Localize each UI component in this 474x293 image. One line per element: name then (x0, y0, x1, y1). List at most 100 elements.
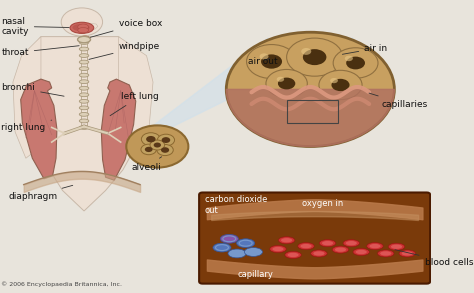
Ellipse shape (79, 93, 89, 97)
Circle shape (150, 140, 164, 150)
Circle shape (303, 49, 327, 65)
Ellipse shape (78, 36, 91, 43)
Ellipse shape (335, 247, 346, 252)
Circle shape (301, 48, 311, 55)
Ellipse shape (311, 250, 327, 257)
Ellipse shape (79, 73, 89, 77)
Text: windpipe: windpipe (89, 42, 160, 59)
Ellipse shape (270, 246, 286, 253)
Ellipse shape (313, 251, 325, 255)
Text: oxygen in: oxygen in (302, 199, 343, 208)
Circle shape (266, 69, 307, 98)
Ellipse shape (273, 247, 283, 251)
Circle shape (146, 136, 155, 142)
Circle shape (161, 147, 169, 153)
Circle shape (226, 32, 394, 146)
Ellipse shape (298, 243, 314, 250)
Polygon shape (74, 37, 89, 56)
Circle shape (330, 78, 338, 83)
Ellipse shape (70, 22, 94, 33)
Ellipse shape (346, 241, 357, 246)
Circle shape (141, 144, 156, 155)
Text: diaphragm: diaphragm (9, 185, 73, 201)
Text: air out: air out (248, 57, 277, 66)
Circle shape (246, 45, 297, 79)
Ellipse shape (369, 244, 381, 248)
Polygon shape (13, 37, 41, 158)
Ellipse shape (281, 238, 292, 242)
Circle shape (157, 134, 174, 146)
Polygon shape (148, 38, 361, 130)
Ellipse shape (380, 251, 392, 255)
Ellipse shape (79, 113, 89, 116)
Ellipse shape (73, 24, 90, 31)
Ellipse shape (343, 240, 359, 247)
Text: alveoli: alveoli (131, 157, 162, 171)
Ellipse shape (79, 86, 89, 90)
Circle shape (61, 8, 102, 36)
Circle shape (345, 56, 353, 61)
Ellipse shape (322, 241, 333, 246)
Polygon shape (101, 79, 136, 180)
Ellipse shape (237, 239, 255, 248)
Polygon shape (19, 37, 146, 211)
Polygon shape (226, 89, 394, 146)
Ellipse shape (79, 125, 89, 130)
Polygon shape (21, 79, 57, 179)
Text: voice box: voice box (90, 19, 162, 37)
Circle shape (141, 133, 160, 146)
Ellipse shape (401, 251, 413, 255)
Polygon shape (118, 37, 153, 158)
Text: bronchi: bronchi (1, 84, 64, 96)
Ellipse shape (78, 28, 89, 33)
Ellipse shape (288, 253, 299, 257)
Circle shape (157, 144, 173, 156)
Circle shape (261, 54, 282, 69)
Ellipse shape (278, 237, 295, 244)
Ellipse shape (285, 251, 301, 258)
Ellipse shape (79, 119, 89, 123)
Ellipse shape (79, 60, 89, 64)
Ellipse shape (388, 243, 405, 250)
Ellipse shape (391, 244, 402, 249)
Circle shape (278, 78, 295, 89)
Ellipse shape (213, 243, 231, 252)
Ellipse shape (378, 250, 394, 257)
Ellipse shape (399, 250, 416, 257)
Text: throat: throat (1, 46, 79, 57)
Text: left lung: left lung (110, 92, 158, 116)
Text: capillaries: capillaries (369, 93, 428, 108)
Ellipse shape (301, 244, 311, 248)
Circle shape (126, 125, 188, 168)
Circle shape (287, 38, 343, 76)
Ellipse shape (79, 80, 89, 84)
Text: blood cells: blood cells (395, 250, 473, 267)
Ellipse shape (79, 47, 89, 51)
Text: carbon dioxide
out: carbon dioxide out (205, 195, 267, 215)
Ellipse shape (245, 248, 263, 256)
Text: right lung: right lung (1, 120, 52, 132)
Circle shape (162, 137, 170, 143)
Ellipse shape (367, 243, 383, 250)
Circle shape (319, 70, 362, 100)
Ellipse shape (319, 240, 336, 247)
Circle shape (333, 48, 378, 78)
Text: capillary: capillary (237, 270, 273, 279)
Ellipse shape (356, 250, 367, 254)
Circle shape (145, 147, 153, 152)
Circle shape (331, 79, 349, 91)
Bar (287, 100, 338, 123)
Circle shape (260, 53, 269, 59)
Ellipse shape (78, 24, 89, 30)
Ellipse shape (353, 248, 369, 255)
Ellipse shape (332, 246, 349, 253)
Text: © 2006 Encyclopaedia Britannica, Inc.: © 2006 Encyclopaedia Britannica, Inc. (1, 281, 122, 287)
Circle shape (346, 57, 365, 69)
Ellipse shape (79, 99, 89, 103)
FancyBboxPatch shape (199, 193, 430, 284)
Text: nasal
cavity: nasal cavity (1, 17, 69, 36)
Ellipse shape (79, 54, 89, 57)
Ellipse shape (79, 40, 89, 45)
Circle shape (277, 77, 284, 82)
Polygon shape (91, 23, 98, 29)
